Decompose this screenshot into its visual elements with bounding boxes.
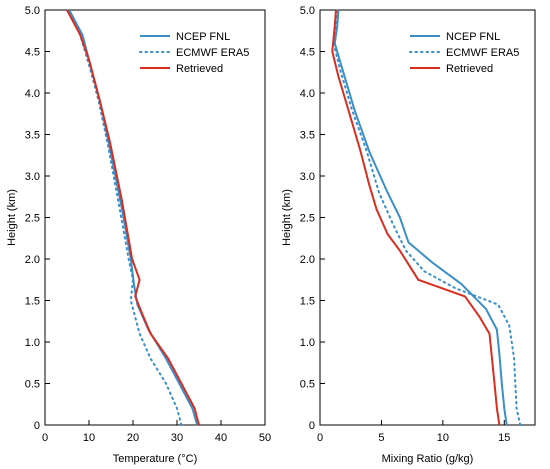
y-tick-label: 1.5 (300, 296, 315, 308)
y-tick-label: 2.0 (25, 254, 40, 266)
y-tick-label: 1.0 (25, 337, 40, 349)
y-tick-label: 3.5 (300, 130, 315, 142)
plot-frame (44, 9, 266, 426)
y-tick-label: 3.0 (25, 171, 40, 183)
y-tick-label: 1.0 (300, 337, 315, 349)
temperature-panel: 0 10 20 30 40 50 0 0.5 1.0 1.5 2.0 2.5 3.0 3.5 4.0 4.5 5… (6, 5, 271, 465)
series-line-ncep-fnl (333, 9, 508, 426)
x-axis-label: Temperature (°C) (113, 453, 197, 465)
y-tick-label: 4.5 (300, 47, 315, 59)
y-tick-label: 0 (309, 420, 315, 432)
series-line-ecmwf-era5 (333, 9, 522, 426)
y-tick-label: 0.5 (25, 379, 40, 391)
y-tick-label: 1.5 (25, 296, 40, 308)
x-tick-label: 30 (171, 432, 183, 444)
y-tick-label: 4.5 (25, 47, 40, 59)
x-tick-label: 40 (215, 432, 227, 444)
y-tick-label: 2.5 (25, 213, 40, 225)
legend-label: NCEP FNL (176, 31, 230, 43)
mixing-ratio-panel: 0 5 10 15 0 0.5 1.0 1.5 2.0 2.5 3.0 3.5 4.0 4.5 5.0 Mix… (281, 5, 536, 465)
x-tick-label: 5 (378, 432, 384, 444)
y-tick-label: 2.0 (300, 254, 315, 266)
series-line-retrieved (331, 9, 501, 426)
y-tick-label: 4.0 (25, 88, 40, 100)
y-tick-label: 0.5 (300, 379, 315, 391)
x-tick-label: 15 (498, 432, 510, 444)
plot-frame (319, 9, 536, 426)
y-axis-label: Height (km) (6, 189, 18, 246)
y-tick-label: 2.5 (300, 213, 315, 225)
x-axis-label: Mixing Ratio (g/kg) (382, 453, 474, 465)
y-tick-label: 5.0 (25, 5, 40, 17)
y-tick-label: 0 (34, 420, 40, 432)
x-tick-label: 50 (259, 432, 271, 444)
y-axis-label: Height (km) (281, 189, 293, 246)
y-tick-label: 3.5 (25, 130, 40, 142)
x-tick-label: 10 (83, 432, 95, 444)
series-line-retrieved (66, 9, 200, 426)
y-tick-label: 3.0 (300, 171, 315, 183)
legend-label: NCEP FNL (446, 31, 500, 43)
legend-label: Retrieved (446, 63, 493, 75)
x-tick-label: 10 (437, 432, 449, 444)
legend-label: ECMWF ERA5 (446, 47, 519, 59)
x-tick-label: 20 (127, 432, 139, 444)
y-tick-label: 4.0 (300, 88, 315, 100)
x-tick-label: 0 (42, 432, 48, 444)
legend-label: ECMWF ERA5 (176, 47, 249, 59)
legend-label: Retrieved (176, 63, 223, 75)
y-tick-label: 5.0 (300, 5, 315, 17)
series-line-ecmwf-era5 (68, 9, 183, 426)
x-tick-label: 0 (317, 432, 323, 444)
